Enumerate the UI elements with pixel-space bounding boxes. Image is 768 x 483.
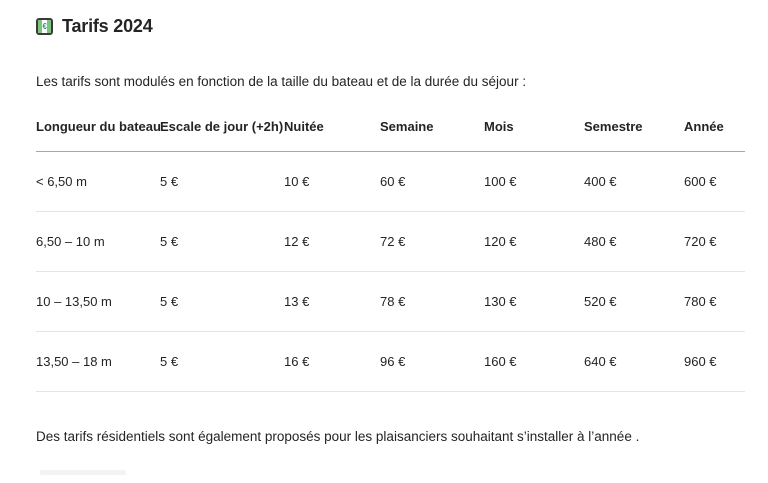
banknote-left-band: [38, 20, 42, 33]
cell-nuitee: 12 €: [284, 211, 380, 272]
cell-semaine: 78 €: [380, 271, 484, 332]
cell-longueur: < 6,50 m: [36, 151, 160, 212]
column-header-annee: Année: [684, 118, 745, 152]
table-row: < 6,50 m 5 € 10 € 60 € 100 € 400 € 600 €: [36, 151, 745, 212]
banknote-right-band: [47, 20, 51, 33]
intro-paragraph: Les tarifs sont modulés en fonction de l…: [36, 74, 527, 89]
cell-annee: 720 €: [684, 211, 745, 272]
cell-mois: 100 €: [484, 151, 584, 212]
cell-escale: 5 €: [160, 331, 284, 392]
cell-annee: 780 €: [684, 271, 745, 332]
cell-annee: 960 €: [684, 331, 745, 392]
cell-escale: 5 €: [160, 271, 284, 332]
tarifs-table: Longueur du bateau Escale de jour (+2h) …: [36, 118, 745, 392]
column-header-nuitee: Nuitée: [284, 118, 380, 152]
cell-semaine: 60 €: [380, 151, 484, 212]
column-header-semaine: Semaine: [380, 118, 484, 152]
cell-semestre: 640 €: [584, 331, 684, 392]
table-row: 6,50 – 10 m 5 € 12 € 72 € 120 € 480 € 72…: [36, 211, 745, 272]
cell-semaine: 96 €: [380, 331, 484, 392]
cell-nuitee: 10 €: [284, 151, 380, 212]
page-title: € Tarifs 2024: [36, 16, 745, 37]
cell-mois: 130 €: [484, 271, 584, 332]
cropped-bottom-element: [40, 470, 126, 475]
footer-note: Des tarifs résidentiels sont également p…: [36, 428, 640, 444]
column-header-longueur: Longueur du bateau: [36, 118, 161, 152]
column-header-escale: Escale de jour (+2h): [160, 118, 284, 152]
table-row: 10 – 13,50 m 5 € 13 € 78 € 130 € 520 € 7…: [36, 271, 745, 332]
cell-mois: 160 €: [484, 331, 584, 392]
table-row: 13,50 – 18 m 5 € 16 € 96 € 160 € 640 € 9…: [36, 331, 745, 392]
cell-semestre: 520 €: [584, 271, 684, 332]
cell-longueur: 6,50 – 10 m: [36, 211, 160, 272]
banknote-euro-glyph: €: [42, 21, 47, 31]
cell-semestre: 400 €: [584, 151, 684, 212]
cell-escale: 5 €: [160, 211, 284, 272]
cell-semestre: 480 €: [584, 211, 684, 272]
document-content: € Tarifs 2024 Les tarifs sont modulés en…: [36, 16, 745, 444]
cell-longueur: 13,50 – 18 m: [36, 331, 160, 392]
column-header-mois: Mois: [484, 118, 584, 152]
column-header-semestre: Semestre: [584, 118, 684, 152]
cell-longueur: 10 – 13,50 m: [36, 271, 160, 332]
cell-annee: 600 €: [684, 151, 745, 212]
table-header-row: Longueur du bateau Escale de jour (+2h) …: [36, 118, 745, 152]
cell-escale: 5 €: [160, 151, 284, 212]
cell-mois: 120 €: [484, 211, 584, 272]
page-title-text: Tarifs 2024: [62, 16, 153, 36]
cell-nuitee: 16 €: [284, 331, 380, 392]
cell-semaine: 72 €: [380, 211, 484, 272]
euro-banknote-icon: €: [36, 18, 53, 35]
cell-nuitee: 13 €: [284, 271, 380, 332]
